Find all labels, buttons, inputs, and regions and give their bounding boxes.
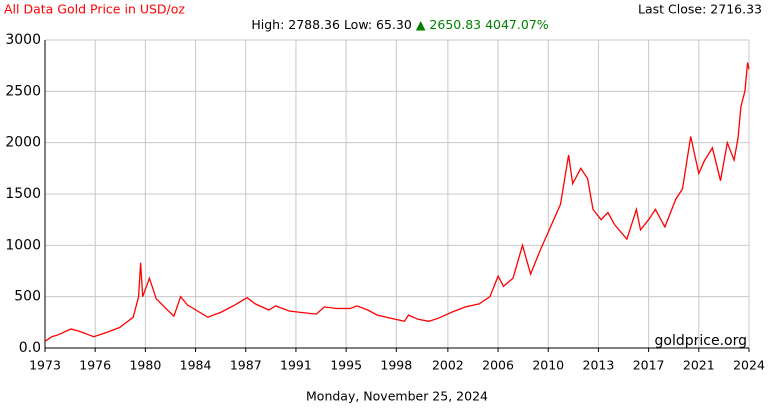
y-tick-label: 1500	[5, 186, 41, 202]
x-tick-label: 1991	[280, 358, 312, 373]
y-tick-label: 3000	[5, 32, 41, 48]
y-tick-label: 500	[14, 289, 41, 305]
x-tick-label: 1980	[129, 358, 161, 373]
stat-low: Low: 65.30	[344, 17, 412, 32]
x-tick-label: 1998	[380, 358, 412, 373]
x-tick-label: 2024	[733, 358, 765, 373]
x-tick-label: 2006	[482, 358, 514, 373]
x-tick-label: 1987	[230, 358, 262, 373]
stat-change: ▲ 2650.83 4047.07%	[416, 17, 549, 32]
x-tick-label: 1976	[79, 358, 111, 373]
x-tick-label: 2017	[633, 358, 665, 373]
x-tick-label: 1984	[180, 358, 212, 373]
stats: High: 2788.36 Low: 65.30 ▲ 2650.83 4047.…	[251, 17, 548, 32]
last-close: Last Close: 2716.33	[638, 2, 762, 17]
x-tick-label: 2010	[532, 358, 564, 373]
y-tick-label: 1000	[5, 237, 41, 253]
x-tick-label: 2021	[683, 358, 715, 373]
price-line	[44, 62, 750, 342]
y-tick-label: 2500	[5, 83, 41, 99]
x-tick-label: 1973	[29, 358, 61, 373]
y-tick-label: 0.0	[19, 340, 41, 356]
stat-high: High: 2788.36	[251, 17, 340, 32]
chart-title: All Data Gold Price in USD/oz	[4, 2, 185, 17]
watermark: goldprice.org	[655, 333, 747, 349]
x-tick-label: 1995	[330, 358, 362, 373]
y-tick-label: 2000	[5, 135, 41, 151]
x-tick-label: 2002	[432, 358, 464, 373]
date: Monday, November 25, 2024	[306, 389, 488, 404]
x-tick-label: 2013	[583, 358, 615, 373]
